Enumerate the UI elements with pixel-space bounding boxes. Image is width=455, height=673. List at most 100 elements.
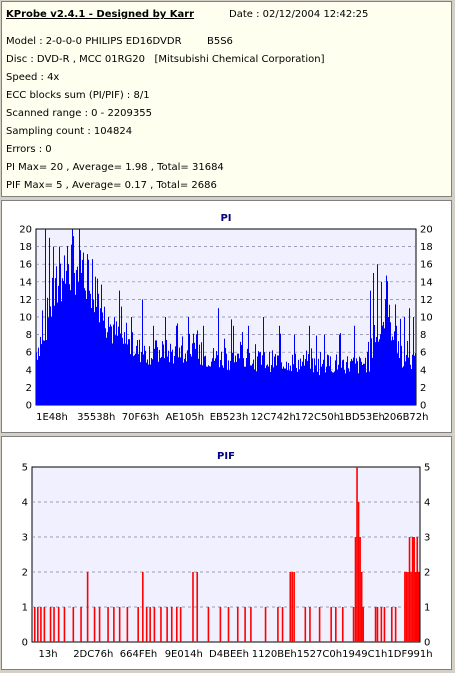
pi-bar [106, 337, 107, 405]
y-tick-label-right: 12 [420, 295, 433, 306]
pi-bar [107, 332, 108, 405]
pi-bar [341, 367, 342, 405]
pi-bar [202, 365, 203, 405]
pi-bar [216, 351, 217, 405]
pi-bar [267, 364, 268, 405]
pi-bar [138, 354, 139, 405]
pi-bar [191, 356, 192, 405]
pi-bar [337, 369, 338, 405]
pi-bar [319, 375, 320, 405]
pi-bar [243, 358, 244, 405]
pi-bar [128, 339, 129, 405]
pi-bar [85, 290, 86, 405]
pi-bar [364, 363, 365, 405]
pi-bar [182, 336, 183, 405]
y-tick-label-left: 2 [22, 568, 28, 579]
pi-bar [205, 355, 206, 405]
pi-bar [366, 372, 367, 405]
pi-bar [374, 324, 375, 405]
pi-bar [151, 358, 152, 405]
pi-bar [52, 277, 53, 405]
y-tick-label-right: 5 [424, 463, 430, 474]
pi-bar [43, 340, 44, 405]
y-tick-label-left: 0 [22, 638, 28, 649]
pif-bar [293, 572, 295, 642]
sampling-count-line: Sampling count : 104824 [6, 126, 133, 137]
pi-bar [252, 363, 253, 405]
pi-bar [94, 312, 95, 405]
pi-bar [129, 339, 130, 405]
y-tick-label-left: 12 [19, 295, 32, 306]
pi-bar [190, 354, 191, 405]
pi-bar [369, 371, 370, 405]
pi-bar [137, 340, 138, 405]
pif-bar [359, 537, 361, 642]
pi-bar [218, 308, 219, 405]
pi-bar [381, 281, 382, 405]
pi-bar [140, 362, 141, 405]
pif-bar [98, 607, 101, 642]
pi-bar [258, 351, 259, 405]
pi-bar [272, 350, 273, 405]
pi-bar [83, 252, 84, 405]
pi-bar [42, 310, 43, 405]
pi-bar [194, 342, 195, 405]
pi-bar [407, 340, 408, 405]
pi-bar [413, 317, 414, 405]
pi-bar [56, 266, 57, 405]
pif-bar [43, 607, 46, 642]
pi-bar [324, 334, 325, 405]
pi-bar [187, 350, 188, 405]
pif-summary-line: PIF Max= 5 , Average= 0.17 , Total= 2686 [6, 180, 217, 191]
pi-bar [260, 351, 261, 405]
pi-bar [86, 298, 87, 405]
y-tick-label-right: 0 [420, 401, 426, 412]
pi-bar [162, 341, 163, 405]
pi-bar [250, 365, 251, 405]
pi-bar [90, 293, 91, 405]
pi-bar [365, 357, 366, 405]
pi-bar [60, 263, 61, 405]
pi-bar [58, 285, 59, 405]
x-tick-label: 1527C0h [297, 649, 342, 660]
x-tick-label: 12C742h [251, 412, 296, 423]
pi-bar [241, 344, 242, 405]
x-tick-label: 13h [38, 649, 57, 660]
pi-bar [206, 366, 207, 405]
pi-chart: PI 0 0 2 2 4 4 6 6 8 8 10 10 12 12 14 14 16 16 18 18 20 20 1E48… [19, 213, 433, 423]
y-tick-label-left: 0 [26, 401, 32, 412]
y-tick-label-right: 6 [420, 348, 426, 359]
pi-bar [68, 264, 69, 405]
pi-bar [41, 344, 42, 405]
pi-bar [380, 334, 381, 405]
pi-bar [213, 348, 214, 405]
pi-bar [403, 366, 404, 405]
pi-bar [340, 333, 341, 405]
pi-bar [327, 354, 328, 405]
y-tick-label-left: 14 [19, 277, 32, 288]
pi-bar [359, 356, 360, 405]
pi-bar [103, 320, 104, 405]
pif-bar [49, 607, 52, 642]
pif-bar [137, 607, 139, 642]
pi-bar [248, 325, 249, 405]
pi-bar [98, 293, 99, 405]
pi-bar [189, 333, 190, 405]
pi-bar [328, 355, 329, 405]
pi-bar [179, 347, 180, 405]
pi-bar [223, 367, 224, 405]
pif-bar [33, 607, 36, 642]
pi-bar [141, 351, 142, 405]
pi-bar [171, 351, 172, 405]
pi-bar [152, 359, 153, 405]
pi-bar [329, 366, 330, 405]
pi-bar [116, 321, 117, 405]
pi-bar [66, 270, 67, 405]
pi-bar [279, 325, 280, 405]
pi-bar [287, 370, 288, 405]
pi-bar [237, 353, 238, 405]
pi-summary-line: PI Max= 20 , Average= 1.98 , Total= 3168… [6, 162, 224, 173]
pi-bar [389, 304, 390, 405]
pi-bar [197, 330, 198, 405]
pi-bar [214, 360, 215, 405]
